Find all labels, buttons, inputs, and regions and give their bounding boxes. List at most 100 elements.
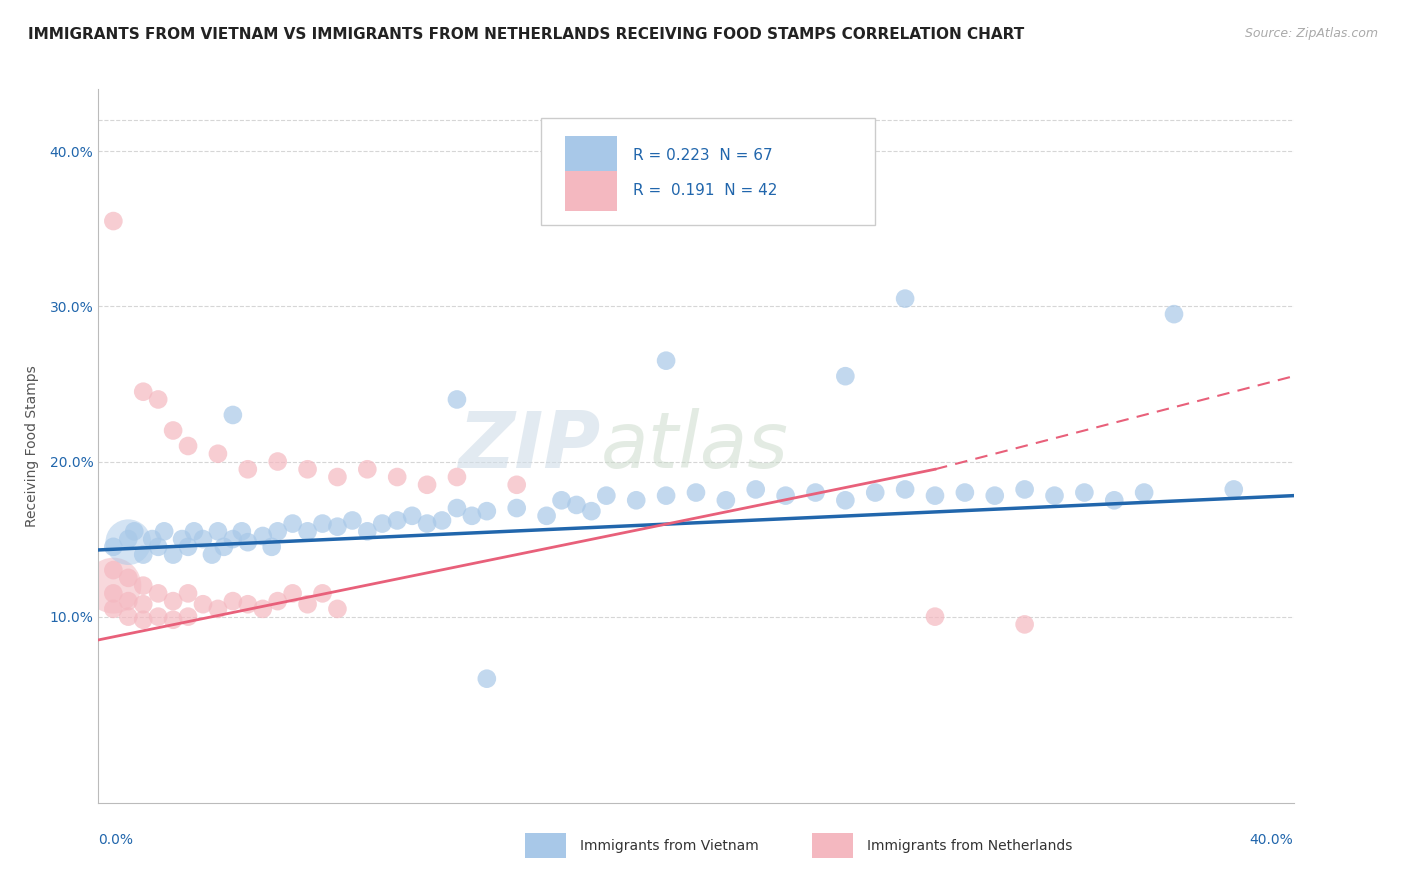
Point (655, 353, 678, 368)
Point (550, 493, 572, 508)
Point (222, 532, 245, 546)
Point (183, 524, 205, 539)
Point (1104, 493, 1126, 508)
Point (581, 504, 603, 518)
Point (153, 524, 176, 539)
FancyBboxPatch shape (565, 171, 617, 211)
Point (1014, 617, 1036, 632)
Point (207, 602, 229, 616)
Point (231, 524, 253, 539)
Point (201, 548, 224, 562)
Point (148, 586, 170, 600)
Point (416, 516, 439, 531)
Point (148, 540, 170, 554)
FancyBboxPatch shape (524, 833, 565, 858)
Point (416, 477, 439, 491)
FancyBboxPatch shape (541, 118, 876, 225)
Text: IMMIGRANTS FROM VIETNAM VS IMMIGRANTS FROM NETHERLANDS RECEIVING FOOD STAMPS COR: IMMIGRANTS FROM VIETNAM VS IMMIGRANTS FR… (28, 27, 1025, 42)
Y-axis label: Receiving Food Stamps: Receiving Food Stamps (24, 365, 38, 527)
FancyBboxPatch shape (565, 136, 617, 175)
Point (506, 501, 529, 516)
Point (297, 597, 319, 611)
Point (162, 594, 184, 608)
Point (685, 485, 707, 500)
Point (191, 532, 214, 546)
Point (236, 597, 259, 611)
Point (475, 504, 498, 518)
Point (536, 508, 558, 523)
Point (311, 586, 333, 600)
Point (132, 548, 155, 562)
Point (132, 579, 155, 593)
Point (461, 508, 484, 523)
Point (267, 524, 290, 539)
Point (177, 439, 200, 453)
Point (191, 597, 214, 611)
Point (297, 524, 319, 539)
Point (356, 524, 378, 539)
Point (212, 540, 235, 554)
Point (342, 513, 364, 527)
Point (865, 485, 887, 500)
Point (177, 586, 200, 600)
Point (430, 513, 453, 527)
Point (162, 424, 184, 438)
Point (745, 483, 768, 497)
Point (103, 540, 125, 554)
Point (924, 609, 946, 624)
Point (132, 597, 155, 611)
Point (326, 470, 349, 484)
Point (894, 292, 917, 306)
Point (260, 540, 283, 554)
Point (984, 489, 1007, 503)
Point (326, 519, 349, 533)
Point (103, 586, 125, 600)
Text: R =  0.191  N = 42: R = 0.191 N = 42 (633, 184, 778, 198)
Point (124, 524, 146, 539)
Point (141, 532, 163, 546)
Point (595, 489, 617, 503)
Point (103, 579, 125, 593)
Point (177, 609, 200, 624)
Point (172, 532, 194, 546)
Point (103, 602, 125, 616)
Point (371, 516, 394, 531)
Text: 40.0%: 40.0% (1250, 833, 1294, 847)
Point (117, 571, 139, 585)
Text: R = 0.223  N = 67: R = 0.223 N = 67 (633, 148, 772, 162)
Point (103, 563, 125, 577)
FancyBboxPatch shape (811, 833, 852, 858)
Point (311, 516, 333, 531)
Point (207, 524, 229, 539)
Point (236, 462, 259, 476)
Point (267, 454, 290, 468)
Point (281, 586, 304, 600)
Point (506, 477, 529, 491)
Point (1043, 489, 1066, 503)
Point (236, 535, 259, 549)
Point (565, 498, 588, 512)
Point (222, 408, 245, 422)
Point (148, 609, 170, 624)
Point (834, 369, 856, 384)
Point (117, 594, 139, 608)
Point (1223, 483, 1246, 497)
Point (834, 493, 856, 508)
Text: Immigrants from Vietnam: Immigrants from Vietnam (581, 838, 759, 853)
Point (207, 447, 229, 461)
Text: Immigrants from Netherlands: Immigrants from Netherlands (868, 838, 1073, 853)
Point (924, 489, 946, 503)
Point (281, 516, 304, 531)
Point (401, 508, 423, 523)
Point (297, 462, 319, 476)
Point (385, 470, 409, 484)
Point (177, 540, 200, 554)
Point (117, 532, 139, 546)
Point (953, 485, 976, 500)
Point (655, 489, 678, 503)
Point (1163, 307, 1185, 321)
Text: atlas: atlas (600, 408, 789, 484)
Point (326, 602, 349, 616)
Point (252, 602, 274, 616)
Text: ZIP: ZIP (458, 408, 600, 484)
